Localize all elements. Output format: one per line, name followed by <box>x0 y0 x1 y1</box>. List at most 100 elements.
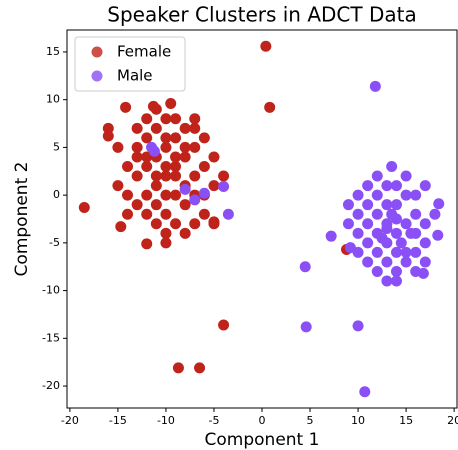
legend-label: Female <box>117 43 171 61</box>
point <box>222 208 234 220</box>
x-tick-label: -10 <box>157 414 175 427</box>
point <box>150 180 162 192</box>
point <box>371 170 383 182</box>
point <box>352 320 364 332</box>
point <box>362 237 374 249</box>
point <box>352 208 364 220</box>
point <box>369 80 381 92</box>
point <box>122 208 134 220</box>
point <box>410 208 422 220</box>
point <box>352 227 364 239</box>
point <box>371 266 383 277</box>
point <box>147 100 159 112</box>
point <box>165 98 177 109</box>
point <box>432 229 444 241</box>
point <box>160 113 172 125</box>
y-tick-label: -5 <box>49 236 60 249</box>
x-tick-label: 15 <box>399 414 413 427</box>
point <box>131 122 143 134</box>
point <box>170 161 182 172</box>
y-tick-label: -10 <box>42 284 60 297</box>
point <box>362 256 374 268</box>
point <box>115 221 127 233</box>
point <box>160 189 172 201</box>
point <box>160 141 172 153</box>
point <box>429 208 441 220</box>
point <box>150 199 162 211</box>
y-tick-label: 15 <box>46 45 60 58</box>
point <box>400 218 412 230</box>
point <box>131 170 143 182</box>
point <box>390 246 402 258</box>
point <box>189 194 201 206</box>
point <box>141 189 153 201</box>
point <box>362 180 374 192</box>
point <box>148 145 160 157</box>
point <box>390 266 402 277</box>
point <box>131 199 143 211</box>
point <box>371 208 383 220</box>
x-tick-label: 10 <box>351 414 365 427</box>
point <box>362 199 374 211</box>
point <box>300 321 312 333</box>
point <box>112 141 124 153</box>
point <box>160 132 172 144</box>
point <box>218 181 230 193</box>
point <box>78 202 90 214</box>
point <box>122 189 134 201</box>
point <box>381 275 393 287</box>
point <box>102 130 114 142</box>
point <box>400 256 412 268</box>
point <box>189 141 201 153</box>
point <box>299 261 311 273</box>
point <box>419 218 431 230</box>
point <box>260 40 272 52</box>
point <box>218 319 230 331</box>
point <box>179 151 191 163</box>
point <box>410 246 422 258</box>
legend-marker <box>91 46 103 58</box>
y-tick-label: 0 <box>53 188 60 201</box>
point <box>395 237 407 249</box>
point <box>131 141 143 153</box>
point <box>208 151 220 163</box>
point <box>376 232 388 244</box>
x-axis-label: Component 1 <box>205 430 320 450</box>
point <box>170 189 182 201</box>
point <box>390 227 402 239</box>
x-tick-label: -20 <box>61 414 79 427</box>
point <box>390 275 402 287</box>
point <box>419 237 431 249</box>
point <box>198 161 210 172</box>
chart-title: Speaker Clusters in ADCT Data <box>107 3 416 27</box>
point <box>189 218 201 230</box>
point <box>208 216 220 228</box>
point <box>160 227 172 239</box>
legend-label: Male <box>117 67 153 85</box>
point <box>198 187 210 199</box>
point <box>141 161 153 172</box>
point <box>342 199 354 211</box>
point <box>419 256 431 268</box>
point <box>194 362 206 374</box>
point <box>189 113 201 125</box>
point <box>150 170 162 182</box>
x-tick-label: 20 <box>447 414 458 427</box>
point <box>359 386 371 398</box>
y-tick-label: -15 <box>42 331 60 344</box>
point <box>120 101 132 113</box>
point <box>189 122 201 134</box>
point <box>179 199 191 211</box>
point <box>371 246 383 258</box>
plot-frame <box>66 29 458 409</box>
point <box>381 180 393 192</box>
point <box>381 223 393 235</box>
x-tick-label: -15 <box>109 414 127 427</box>
point <box>410 189 422 201</box>
point <box>179 227 191 239</box>
y-axis-label: Component 2 <box>12 162 32 277</box>
point <box>344 242 356 254</box>
point <box>390 180 402 192</box>
point <box>112 180 124 192</box>
point <box>362 218 374 230</box>
